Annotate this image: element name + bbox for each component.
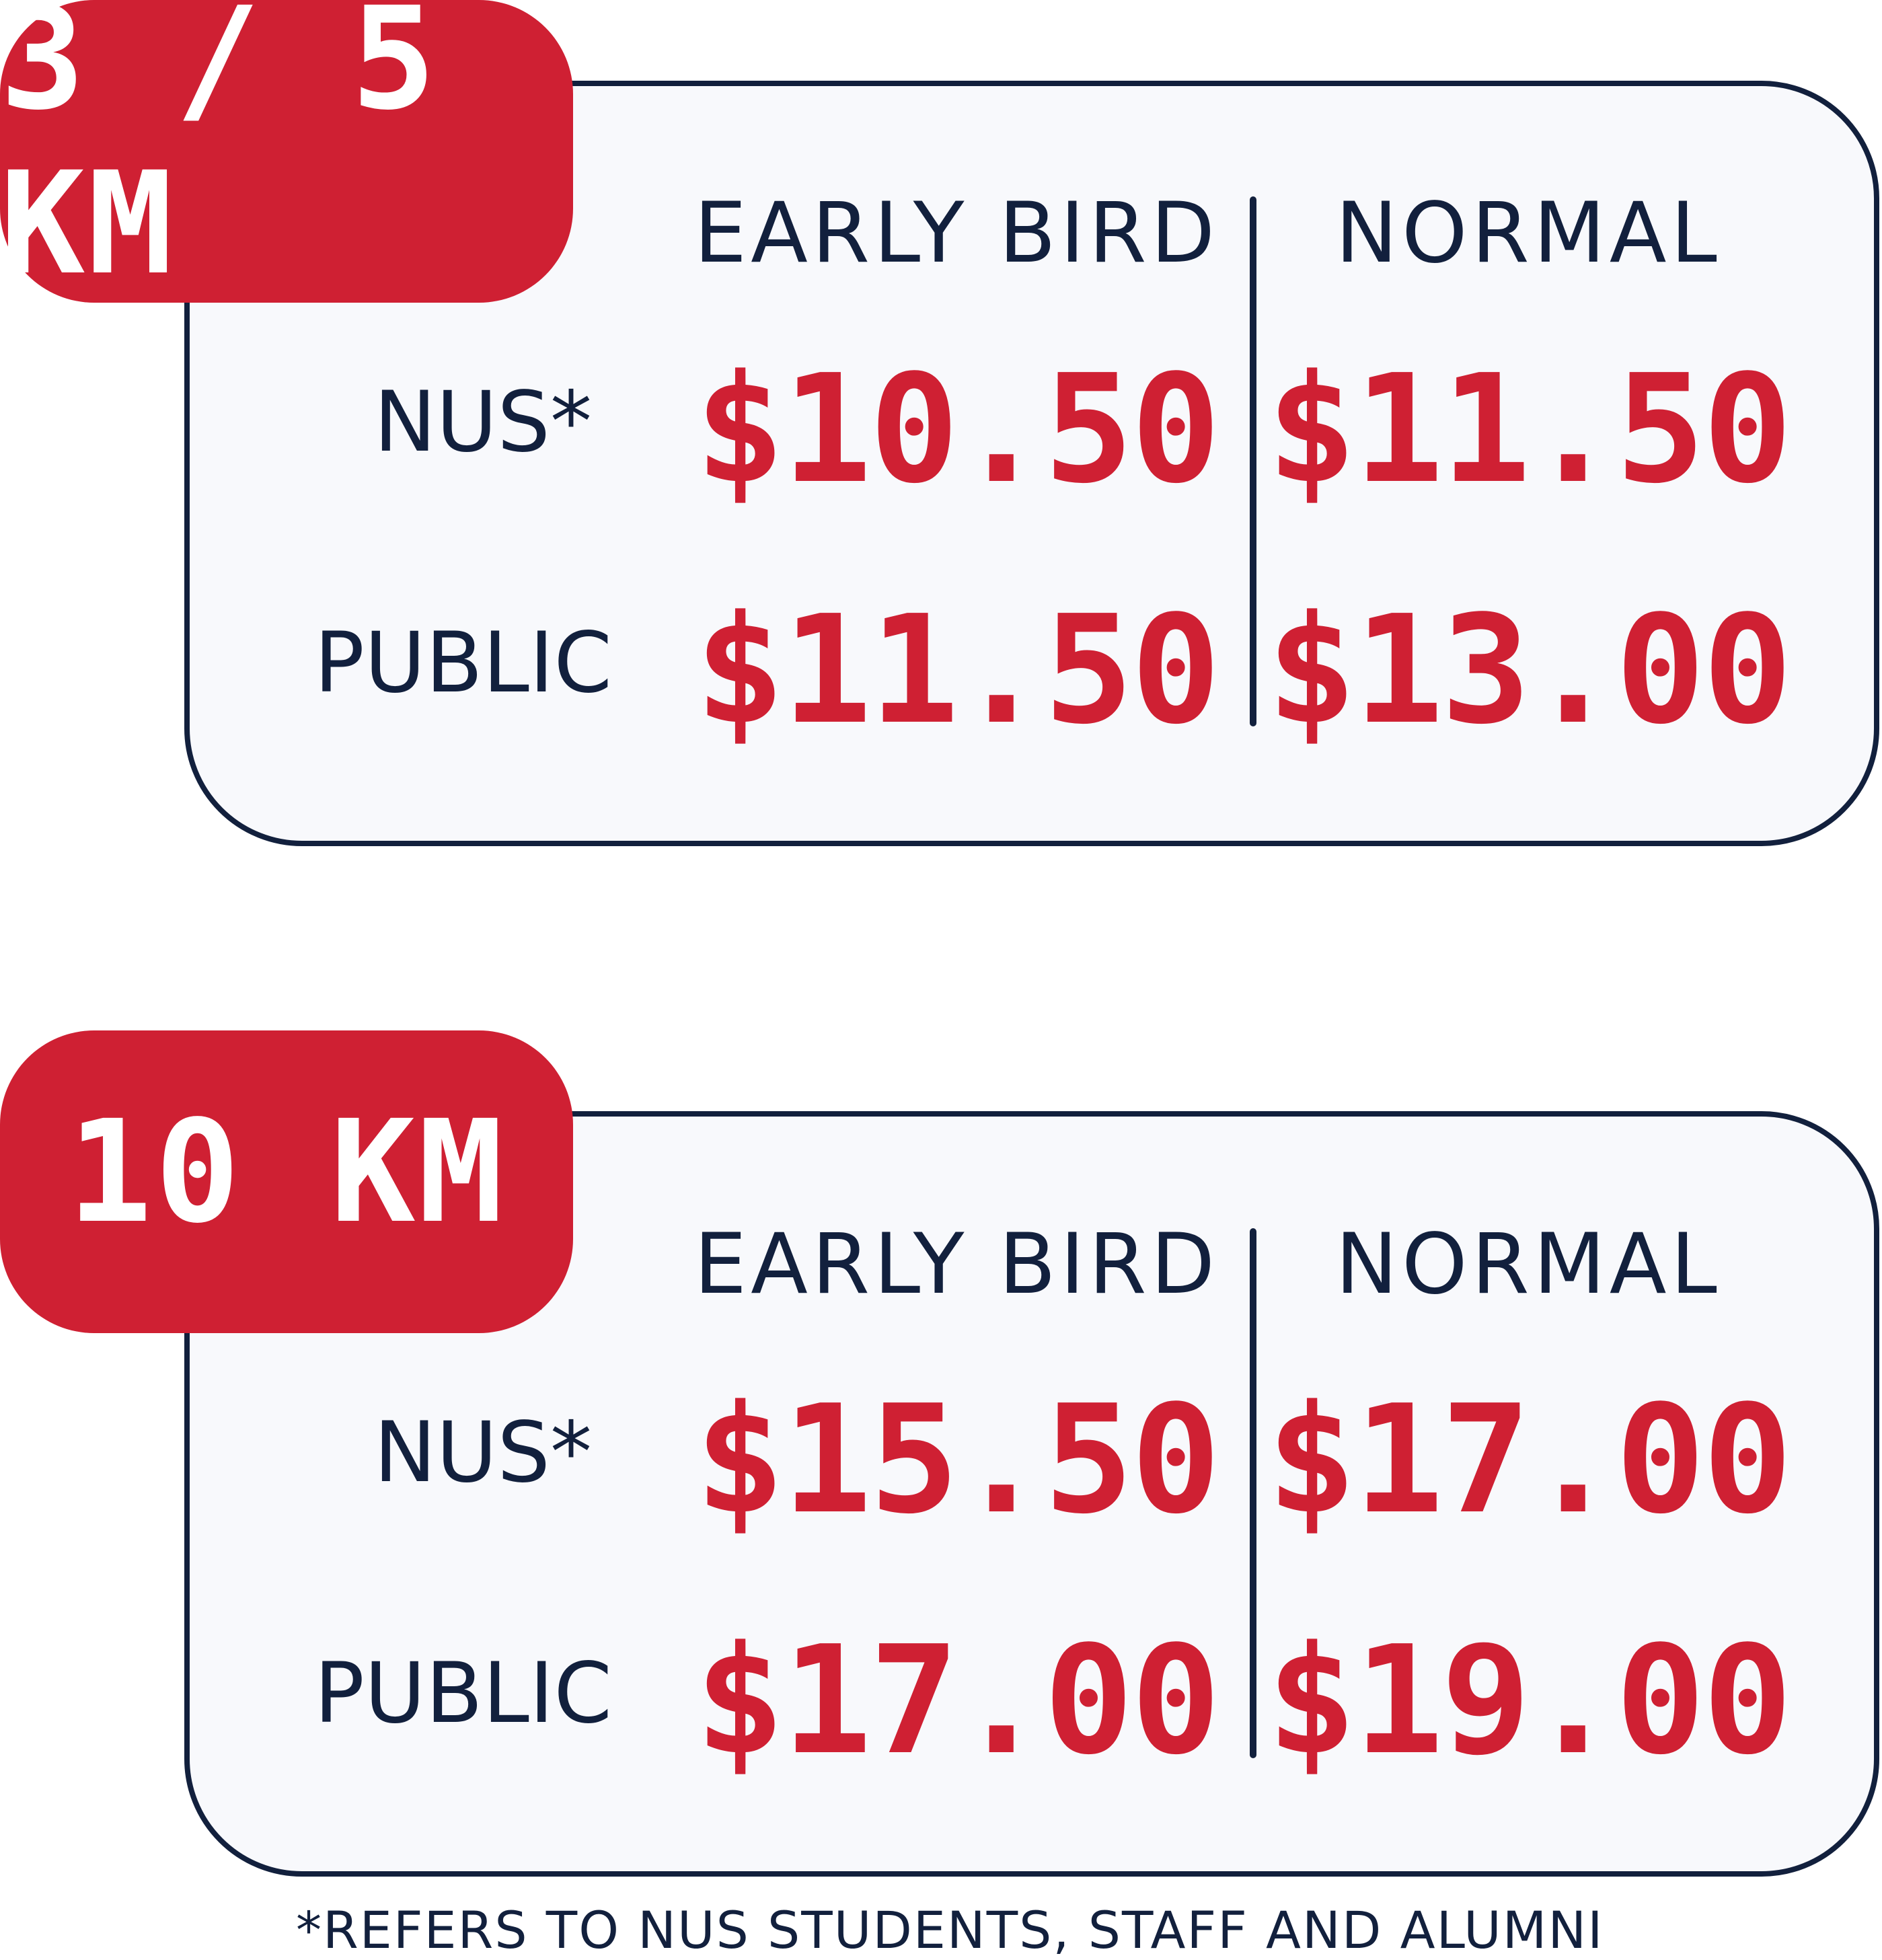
price-public-normal: $13.00 xyxy=(1267,584,1793,757)
column-header-normal: NORMAL xyxy=(1335,1216,1721,1313)
column-header-normal: NORMAL xyxy=(1335,185,1721,282)
column-header-early-bird: EARLY BIRD xyxy=(693,1216,1219,1313)
price-nus-normal: $17.00 xyxy=(1267,1373,1793,1547)
price-nus-normal: $11.50 xyxy=(1267,343,1793,517)
row-label-public: PUBLIC xyxy=(314,1645,612,1742)
row-label-nus: NUS* xyxy=(373,1404,592,1501)
column-divider xyxy=(1250,1228,1256,1758)
row-label-nus: NUS* xyxy=(373,374,592,471)
column-header-early-bird: EARLY BIRD xyxy=(693,185,1219,282)
distance-badge-10km: 10 KM xyxy=(0,1030,573,1333)
distance-badge-3-5km: 3 / 5 KM xyxy=(0,0,573,306)
price-public-early-bird: $17.00 xyxy=(695,1614,1221,1788)
column-divider xyxy=(1250,196,1256,726)
footnote: *REFERS TO NUS STUDENTS, STAFF AND ALUMN… xyxy=(296,1900,1604,1960)
price-nus-early-bird: $10.50 xyxy=(695,343,1221,517)
row-label-public: PUBLIC xyxy=(314,615,612,712)
price-nus-early-bird: $15.50 xyxy=(695,1373,1221,1547)
price-public-early-bird: $11.50 xyxy=(695,584,1221,757)
price-public-normal: $19.00 xyxy=(1267,1614,1793,1788)
